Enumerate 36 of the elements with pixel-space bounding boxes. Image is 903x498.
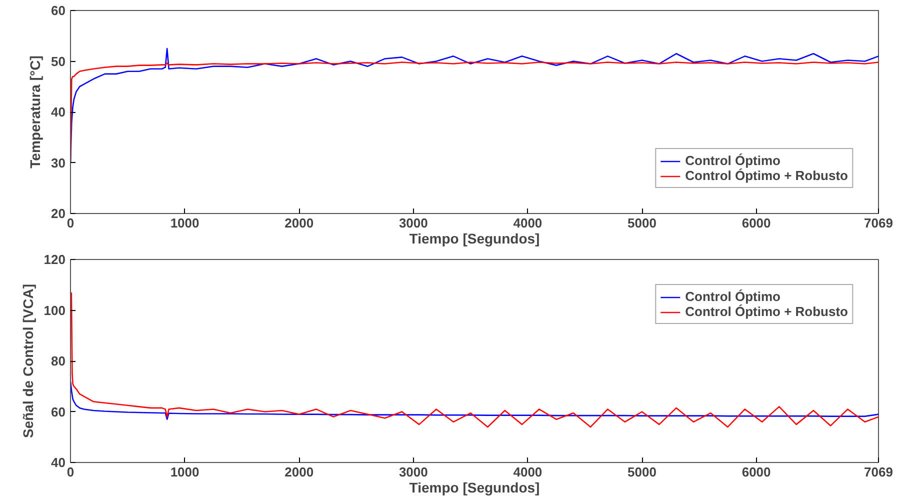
y-tick-label: 120: [44, 252, 66, 267]
x-axis-title: Tiempo [Segundos]: [409, 480, 540, 496]
y-tick-label: 100: [44, 302, 66, 318]
x-tick-label: 4000: [513, 216, 542, 230]
legend-label: Control Óptimo + Robusto: [685, 304, 848, 319]
y-tick-label: 30: [51, 155, 66, 170]
x-tick-label: 1000: [170, 216, 200, 230]
x-tick-label: 6000: [742, 464, 771, 480]
x-tick-label: 3000: [398, 464, 428, 480]
x-tick-label: 0: [66, 464, 74, 480]
line-series: [70, 380, 878, 420]
x-tick-label: 2000: [284, 464, 314, 480]
x-tick-label: 7069: [864, 464, 893, 480]
x-tick-label: 5000: [628, 216, 656, 230]
y-tick-label: 40: [51, 104, 66, 120]
y-tick-label: 60: [51, 3, 66, 18]
x-axis-title: Tiempo [Segundos]: [409, 230, 540, 246]
x-tick-label: 2000: [284, 216, 314, 230]
y-axis-title: Señal de Control [VCA]: [20, 284, 36, 438]
legend-label: Control Óptimo + Robusto: [685, 168, 848, 183]
legend-label: Control Óptimo: [685, 153, 780, 168]
x-tick-label: 7069: [864, 216, 893, 230]
y-axis-title: Temperatura [°C]: [27, 56, 44, 168]
y-tick-label: 80: [51, 354, 66, 368]
legend-label: Control Óptimo: [685, 289, 780, 304]
x-tick-label: 4000: [513, 464, 542, 480]
x-tick-label: 6000: [742, 216, 771, 230]
x-tick-label: 1000: [170, 464, 200, 480]
y-tick-label: 60: [51, 404, 66, 420]
y-tick-label: 20: [51, 206, 66, 221]
x-tick-label: 3000: [398, 216, 428, 230]
y-tick-label: 50: [51, 54, 66, 69]
x-tick-label: 5000: [628, 464, 656, 480]
x-tick-label: 0: [66, 216, 74, 230]
y-tick-label: 40: [51, 455, 66, 470]
line-series: [70, 292, 878, 428]
